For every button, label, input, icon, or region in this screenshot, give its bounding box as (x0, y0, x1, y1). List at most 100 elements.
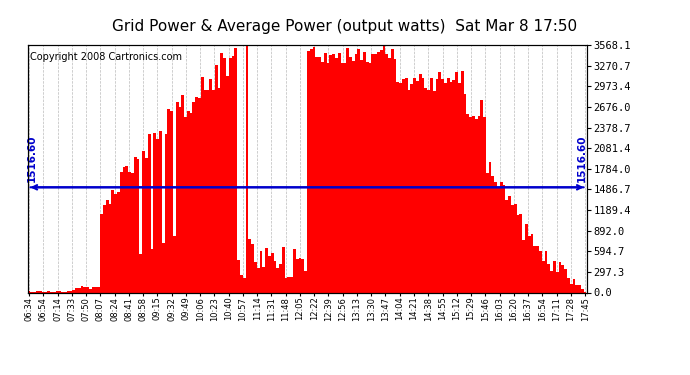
Text: Grid Power & Average Power (output watts)  Sat Mar 8 17:50: Grid Power & Average Power (output watts… (112, 19, 578, 34)
Bar (67, 291, 70, 292)
Bar (469, 117, 472, 292)
Bar (159, 131, 161, 292)
Bar (371, 54, 374, 292)
Bar (123, 167, 126, 292)
Bar (156, 139, 159, 292)
Bar (517, 215, 520, 292)
Bar (570, 284, 573, 292)
Bar (475, 118, 477, 292)
Bar (226, 76, 229, 292)
Bar (509, 196, 511, 292)
Bar (262, 267, 265, 292)
Bar (332, 54, 335, 292)
Bar (304, 272, 307, 292)
Bar (224, 58, 226, 292)
Bar (366, 62, 368, 292)
Bar (273, 261, 276, 292)
Bar (70, 291, 72, 292)
Bar (318, 57, 321, 292)
Bar (97, 287, 100, 292)
Bar (83, 286, 86, 292)
Bar (86, 286, 89, 292)
Bar (402, 78, 405, 292)
Bar (581, 289, 584, 292)
Bar (126, 166, 128, 292)
Bar (357, 49, 360, 292)
Bar (506, 200, 509, 292)
Bar (489, 162, 491, 292)
Bar (555, 272, 558, 292)
Bar (480, 100, 483, 292)
Bar (491, 176, 494, 292)
Bar (450, 82, 453, 292)
Bar (447, 78, 450, 292)
Bar (215, 64, 217, 292)
Bar (472, 116, 475, 292)
Bar (190, 113, 193, 292)
Bar (279, 264, 282, 292)
Bar (464, 94, 466, 292)
Bar (494, 182, 497, 292)
Bar (193, 102, 195, 292)
Bar (536, 246, 539, 292)
Bar (164, 134, 167, 292)
Bar (290, 277, 293, 292)
Bar (95, 287, 97, 292)
Bar (187, 111, 190, 292)
Bar (355, 54, 357, 292)
Bar (282, 247, 285, 292)
Bar (288, 277, 290, 292)
Bar (391, 49, 394, 292)
Bar (324, 53, 326, 292)
Bar (139, 254, 142, 292)
Bar (558, 262, 562, 292)
Bar (142, 151, 145, 292)
Bar (531, 234, 533, 292)
Bar (134, 157, 137, 292)
Bar (39, 291, 41, 292)
Bar (310, 49, 313, 292)
Bar (575, 285, 578, 292)
Bar (539, 251, 542, 292)
Bar (360, 60, 363, 292)
Bar (237, 260, 240, 292)
Bar (424, 88, 427, 292)
Bar (246, 46, 248, 292)
Bar (181, 95, 184, 292)
Bar (455, 72, 458, 292)
Bar (525, 224, 528, 292)
Bar (573, 279, 575, 292)
Bar (28, 291, 30, 292)
Bar (209, 79, 212, 292)
Bar (461, 71, 464, 292)
Bar (433, 91, 435, 292)
Bar (265, 248, 268, 292)
Bar (553, 261, 555, 292)
Bar (338, 53, 341, 292)
Bar (385, 54, 388, 292)
Bar (270, 253, 273, 292)
Bar (47, 291, 50, 292)
Bar (204, 90, 206, 292)
Bar (326, 63, 329, 292)
Bar (346, 48, 349, 292)
Bar (176, 102, 179, 292)
Bar (368, 63, 371, 292)
Bar (145, 158, 148, 292)
Bar (441, 80, 444, 292)
Bar (299, 258, 302, 292)
Bar (81, 286, 83, 292)
Bar (329, 55, 332, 292)
Bar (285, 278, 288, 292)
Bar (542, 261, 544, 292)
Bar (254, 262, 257, 292)
Text: Copyright 2008 Cartronics.com: Copyright 2008 Cartronics.com (30, 53, 182, 62)
Bar (435, 79, 438, 292)
Bar (243, 278, 246, 292)
Bar (148, 134, 150, 292)
Bar (349, 57, 352, 292)
Bar (137, 159, 139, 292)
Bar (212, 90, 215, 292)
Bar (296, 259, 299, 292)
Bar (567, 278, 570, 292)
